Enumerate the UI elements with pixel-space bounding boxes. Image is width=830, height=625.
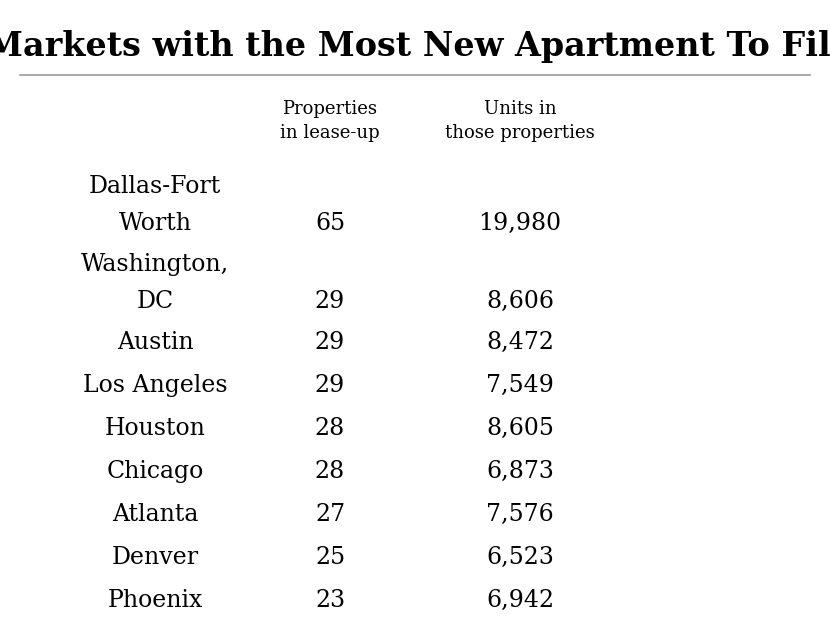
Text: 19,980: 19,980 — [478, 211, 562, 234]
Text: Washington,: Washington, — [81, 253, 229, 276]
Text: Markets with the Most New Apartment To Fill: Markets with the Most New Apartment To F… — [0, 30, 830, 63]
Text: Chicago: Chicago — [106, 460, 203, 483]
Text: 6,873: 6,873 — [486, 460, 554, 483]
Text: 6,523: 6,523 — [486, 546, 554, 569]
Text: Austin: Austin — [117, 331, 193, 354]
Text: DC: DC — [136, 289, 173, 312]
Text: 27: 27 — [315, 503, 345, 526]
Text: 23: 23 — [315, 589, 345, 612]
Text: Los Angeles: Los Angeles — [83, 374, 227, 397]
Text: Houston: Houston — [105, 417, 206, 440]
Text: Phoenix: Phoenix — [107, 589, 203, 612]
Text: Denver: Denver — [111, 546, 198, 569]
Text: 25: 25 — [315, 546, 345, 569]
Text: Properties
in lease-up: Properties in lease-up — [281, 100, 380, 142]
Text: 29: 29 — [315, 331, 345, 354]
Text: 29: 29 — [315, 289, 345, 312]
Text: 7,549: 7,549 — [486, 374, 554, 397]
Text: 28: 28 — [315, 417, 345, 440]
Text: Atlanta: Atlanta — [112, 503, 198, 526]
Text: 29: 29 — [315, 374, 345, 397]
Text: 8,605: 8,605 — [486, 417, 554, 440]
Text: 8,472: 8,472 — [486, 331, 554, 354]
Text: 6,942: 6,942 — [486, 589, 554, 612]
Text: 28: 28 — [315, 460, 345, 483]
Text: 8,606: 8,606 — [486, 289, 554, 312]
Text: Dallas-Fort: Dallas-Fort — [89, 175, 221, 198]
Text: 65: 65 — [315, 211, 345, 234]
Text: Units in
those properties: Units in those properties — [445, 100, 595, 142]
Text: 7,576: 7,576 — [486, 503, 554, 526]
Text: Worth: Worth — [119, 211, 192, 234]
